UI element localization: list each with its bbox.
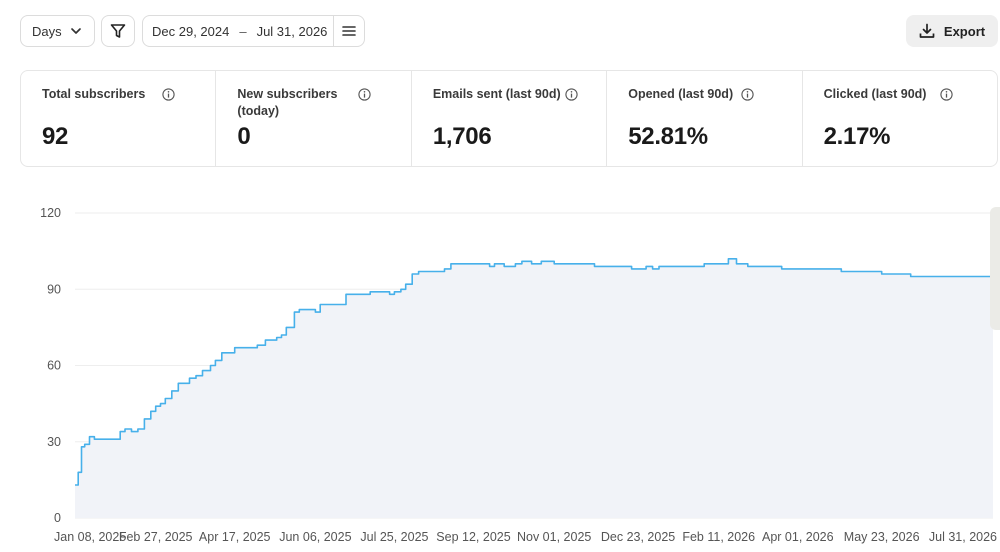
- stat-total-subscribers: Total subscribers 92: [21, 71, 217, 166]
- stat-label: Opened (last 90d): [628, 87, 734, 101]
- stat-value: 92: [42, 123, 69, 150]
- x-tick-label: Sep 12, 2025: [436, 530, 510, 544]
- date-preset-menu-button[interactable]: [333, 16, 364, 46]
- info-icon[interactable]: [358, 88, 371, 101]
- y-tick-label: 60: [47, 359, 61, 373]
- stat-opened: Opened (last 90d) 52.81%: [607, 71, 803, 166]
- info-icon[interactable]: [740, 88, 754, 101]
- export-label: Export: [943, 23, 986, 39]
- info-icon[interactable]: [162, 88, 176, 101]
- stat-label: Clicked (last 90d): [823, 87, 927, 101]
- side-scroll-handle[interactable]: [990, 207, 1000, 330]
- date-end: Jul 31, 2026: [256, 23, 328, 39]
- filter-button[interactable]: [101, 15, 135, 47]
- date-separator: –: [239, 23, 247, 39]
- stat-value: 2.17%: [823, 123, 891, 150]
- x-tick-label: May 23, 2026: [844, 530, 920, 544]
- x-tick-label: Jan 08, 2025: [54, 530, 126, 544]
- series-line: [75, 258, 994, 486]
- info-icon[interactable]: [940, 88, 953, 101]
- x-tick-label: Nov 01, 2025: [517, 530, 591, 544]
- export-button[interactable]: Export: [906, 15, 998, 47]
- stat-label: Total subscribers: [42, 87, 146, 101]
- y-tick-label: 0: [54, 511, 61, 525]
- x-tick-label: Jul 31, 2026: [929, 530, 997, 544]
- y-tick-label: 90: [47, 282, 61, 296]
- stats-row: Total subscribers 92 New subscribers (to…: [20, 70, 998, 167]
- stat-value: 52.81%: [628, 123, 708, 150]
- download-icon: [919, 23, 935, 38]
- granularity-label: Days: [32, 23, 62, 39]
- date-range-picker[interactable]: Dec 29, 2024 – Jul 31, 2026: [142, 15, 365, 47]
- stat-label: New subscribers (today): [237, 87, 338, 118]
- menu-icon: [342, 26, 356, 36]
- stat-value: 0: [237, 123, 251, 150]
- filter-icon: [110, 24, 126, 38]
- x-tick-label: Feb 27, 2025: [119, 530, 193, 544]
- stat-emails-sent: Emails sent (last 90d) 1,706: [412, 71, 608, 166]
- stat-value: 1,706: [432, 123, 492, 150]
- chevron-down-icon: [71, 28, 81, 34]
- stat-label: Emails sent (last 90d): [432, 87, 561, 101]
- info-icon[interactable]: [565, 88, 578, 101]
- x-tick-label: Apr 01, 2026: [762, 530, 834, 544]
- series-area: [75, 258, 993, 518]
- x-tick-label: Jul 25, 2025: [360, 530, 428, 544]
- x-tick-label: Dec 23, 2025: [601, 530, 675, 544]
- stat-new-subscribers: New subscribers (today) 0: [216, 71, 412, 166]
- y-tick-label: 30: [47, 435, 61, 449]
- x-tick-label: Apr 17, 2025: [199, 530, 271, 544]
- x-tick-label: Jun 06, 2025: [279, 530, 351, 544]
- stat-clicked: Clicked (last 90d) 2.17%: [803, 71, 997, 166]
- toolbar: Days Dec 29, 2024 – Jul 31, 2026 Export: [20, 15, 998, 49]
- x-tick-label: Feb 11, 2026: [682, 530, 755, 544]
- date-start: Dec 29, 2024: [152, 23, 230, 39]
- granularity-dropdown[interactable]: Days: [20, 15, 95, 47]
- y-tick-label: 120: [40, 206, 61, 220]
